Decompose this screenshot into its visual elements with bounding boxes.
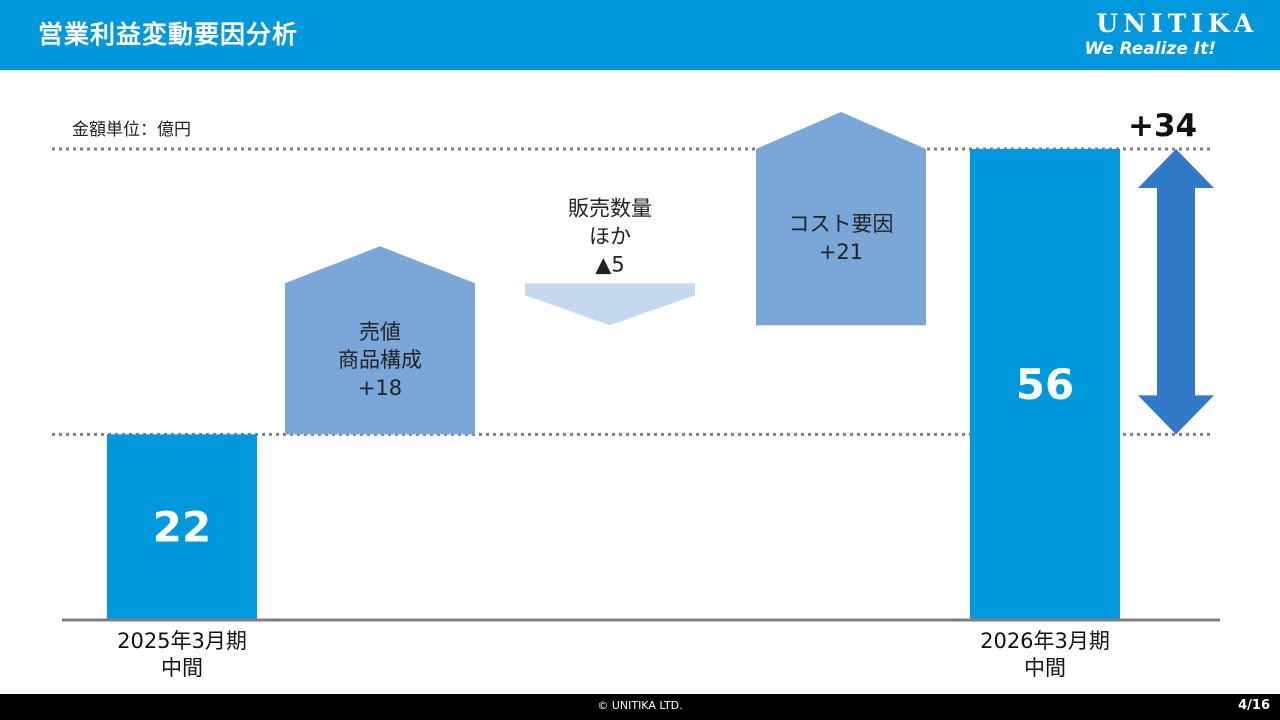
factor-label: ほか	[589, 224, 631, 248]
page-number: 4/16	[1238, 698, 1270, 713]
unitika-logo: UNITIKA We Realize It!	[1028, 10, 1258, 62]
factor-label: コスト要因	[789, 212, 894, 236]
category-label: 中間	[161, 656, 203, 680]
logo-slogan: We Realize It!	[1084, 39, 1216, 59]
range-double-arrow-icon	[1138, 149, 1214, 435]
increase-factor-1	[285, 246, 475, 435]
page-title: 営業利益変動要因分析	[38, 20, 299, 49]
total-bar-1	[107, 434, 257, 619]
category-label: 2025年3月期	[117, 629, 247, 653]
factor-label: 商品構成	[338, 348, 422, 372]
unit-label: 金額単位：億円	[72, 120, 191, 140]
copyright: © UNITIKA LTD.	[597, 699, 683, 712]
decrease-factor-2	[525, 283, 695, 326]
factor-label: 販売数量	[568, 196, 652, 220]
factor-label: 売値	[359, 320, 401, 344]
waterfall-chart: 222025年3月期中間売値商品構成+18販売数量ほか▲5コスト要因+21562…	[52, 112, 1220, 680]
total-change-label: +34	[1128, 108, 1198, 144]
bar-value-label: 56	[1016, 360, 1074, 409]
factor-label: +18	[358, 376, 402, 400]
total-bar-5	[970, 149, 1120, 619]
header-bar: 営業利益変動要因分析 UNITIKA We Realize It!	[0, 0, 1280, 70]
factor-label: ▲5	[595, 252, 625, 276]
category-label: 2026年3月期	[980, 629, 1110, 653]
footer-bar: © UNITIKA LTD. 4/16	[0, 694, 1280, 720]
bar-value-label: 22	[153, 503, 211, 552]
logo-name: UNITIKA	[1096, 9, 1258, 38]
category-label: 中間	[1024, 656, 1066, 680]
increase-factor-3	[756, 112, 926, 326]
factor-label: +21	[819, 240, 863, 264]
